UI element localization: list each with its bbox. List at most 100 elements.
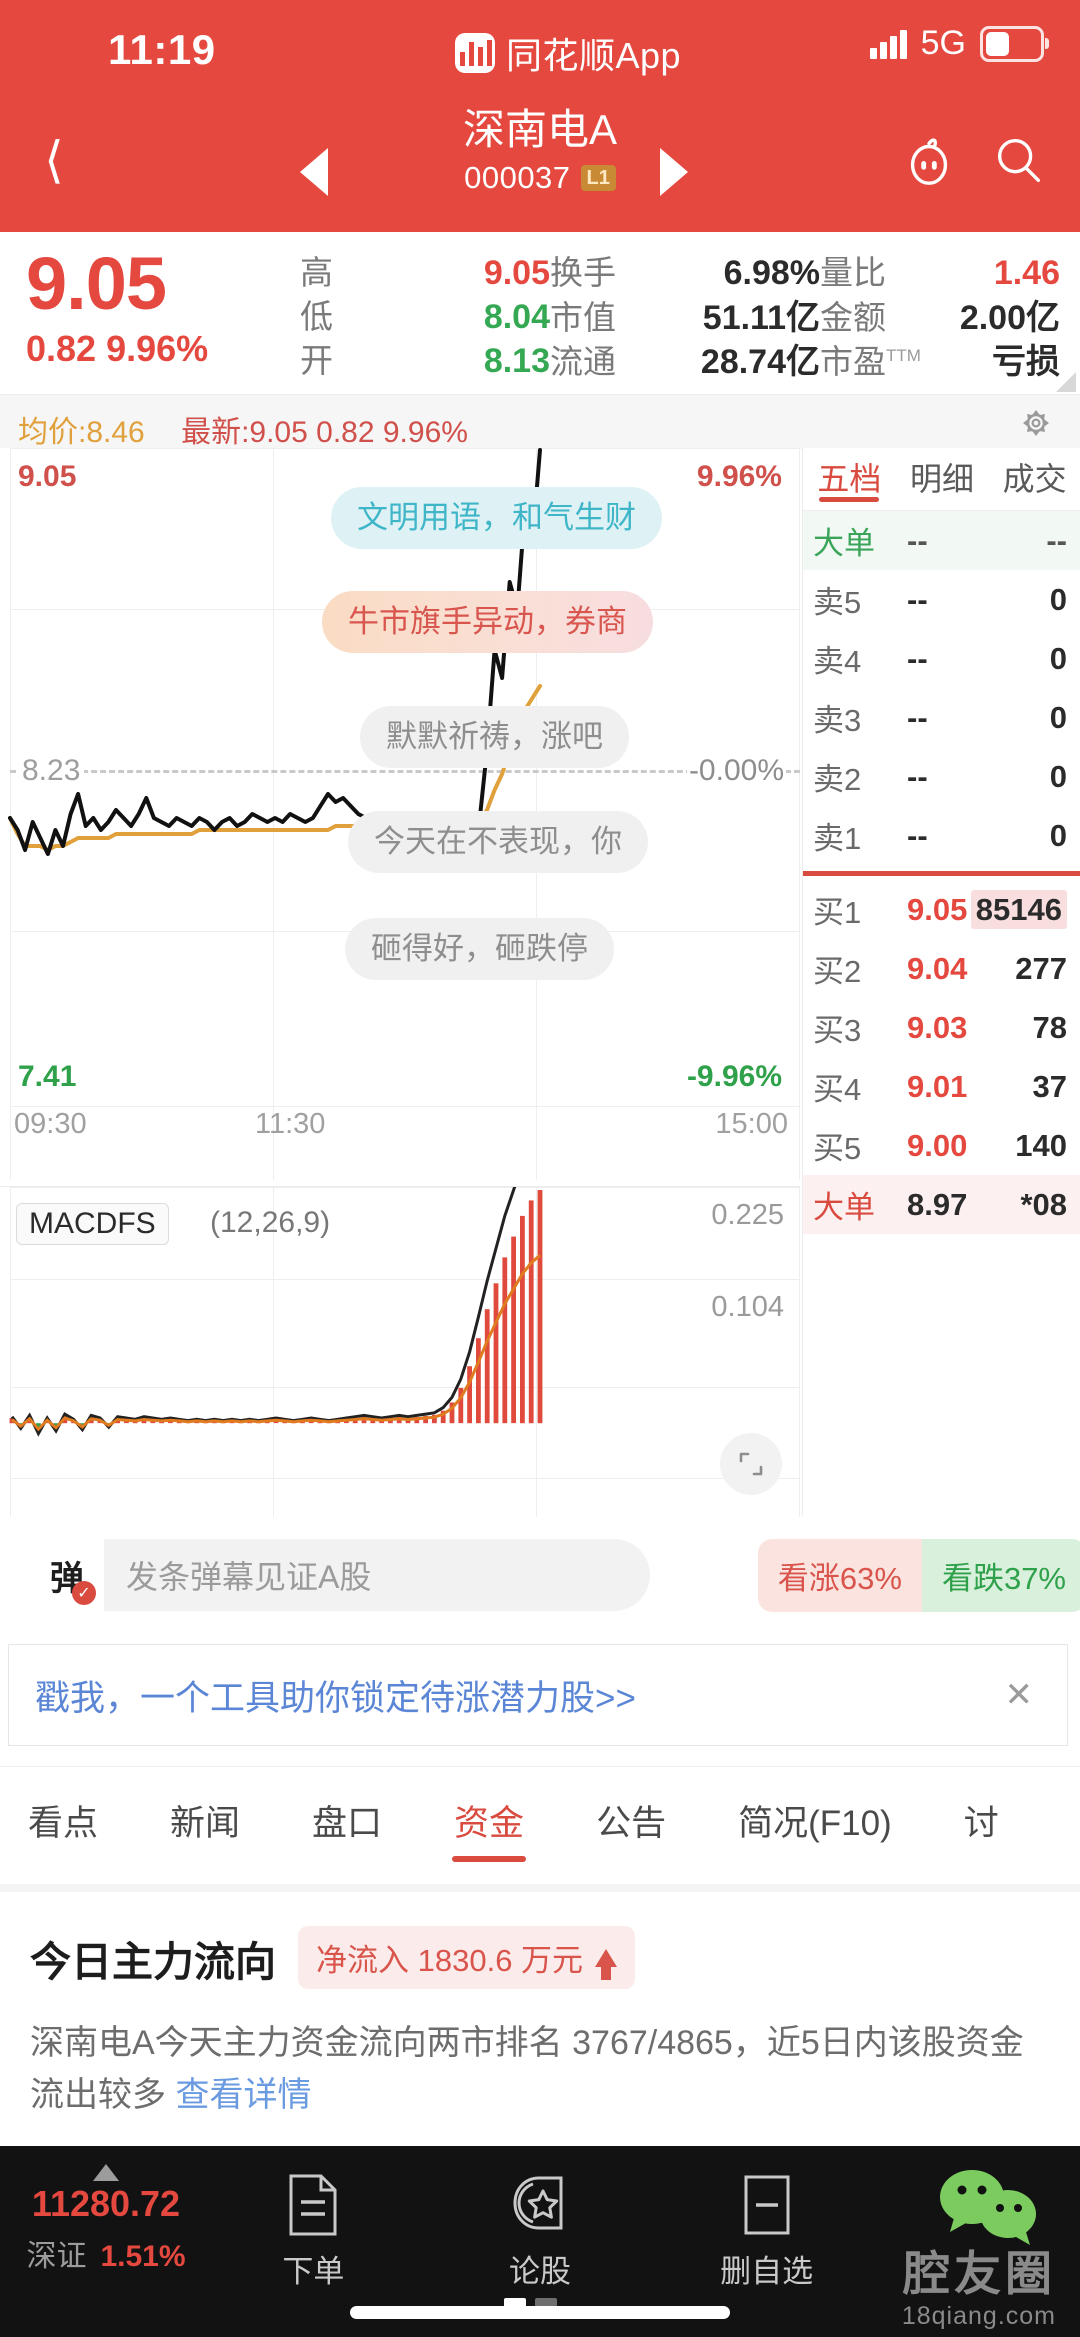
status-right-cluster: 5G bbox=[869, 24, 1049, 63]
ttm-superscript: TTM bbox=[886, 346, 921, 365]
tab-five-levels[interactable]: 五档 bbox=[803, 448, 896, 500]
chevron-left-icon[interactable]: ⟨ bbox=[44, 132, 64, 188]
tab-discussion[interactable]: 讨 bbox=[963, 1803, 999, 1843]
bearish-button[interactable]: 看跌37% bbox=[921, 1538, 1080, 1612]
buy-row[interactable]: 买5 9.00 140 bbox=[803, 1116, 1080, 1175]
danmu-bubble[interactable]: 今天在不表现，你 bbox=[348, 811, 648, 873]
chart-axis-mid-right: -0.00% bbox=[686, 754, 786, 788]
macd-chart[interactable]: MACDFS (12,26,9) 0.225 0.104 bbox=[0, 1186, 800, 1517]
sell-label: 卖3 bbox=[813, 703, 862, 738]
tab-profile-f10[interactable]: 简况(F10) bbox=[738, 1803, 892, 1843]
tab-highlights[interactable]: 看点 bbox=[28, 1803, 99, 1843]
quote-stat-row: 高 9.05 bbox=[300, 246, 550, 292]
wechat-icon[interactable] bbox=[934, 2164, 1044, 2250]
sell-label: 卖1 bbox=[813, 821, 862, 856]
bottom-action-discussion[interactable]: 论股 bbox=[427, 2166, 654, 2291]
macd-indicator-badge[interactable]: MACDFS bbox=[16, 1203, 169, 1245]
quote-stat-row: 市盈TTM 亏损 bbox=[820, 334, 1060, 381]
buy-volume: 140 bbox=[1015, 1127, 1067, 1163]
big-order-row-bottom[interactable]: 大单 8.97 *08 bbox=[803, 1175, 1080, 1234]
watermark: 腔友圈 18qiang.com bbox=[902, 2246, 1056, 2331]
robot-assistant-icon[interactable] bbox=[900, 132, 958, 190]
tab-detail[interactable]: 明细 bbox=[910, 461, 975, 497]
expand-icon[interactable] bbox=[720, 1433, 782, 1495]
nav-bar: ⟨ 深南电A 000037 L1 bbox=[0, 90, 1080, 232]
fund-flow-desc-text: 深南电A今天主力资金流向两市排名 3767/4865，近5日内该股资金流出较多 bbox=[30, 2024, 1024, 2114]
buy-price: 9.04 bbox=[907, 950, 968, 986]
macd-value-mid: 0.104 bbox=[711, 1291, 784, 1323]
order-book-panel: 五档 明细 成交 大单 -- -- 卖5 -- 0 卖4 -- 0 卖3 -- … bbox=[802, 448, 1080, 1516]
bottom-action-label: 下单 bbox=[282, 2254, 345, 2289]
promo-banner[interactable]: 戳我，一个工具助你锁定待涨潜力股>> ✕ bbox=[8, 1644, 1068, 1746]
sell-row[interactable]: 卖4 -- 0 bbox=[803, 629, 1080, 688]
chart-axis-top-right: 9.96% bbox=[696, 460, 782, 493]
quote-col-1: 高 9.05 低 8.04 开 8.13 bbox=[300, 246, 550, 380]
buy-row[interactable]: 买3 9.03 78 bbox=[803, 998, 1080, 1057]
promo-text[interactable]: 戳我，一个工具助你锁定待涨潜力股>> bbox=[35, 1678, 636, 1718]
close-icon[interactable]: ✕ bbox=[1004, 1676, 1034, 1714]
quote-stat-label: 流通 bbox=[550, 343, 616, 380]
quote-stat-value: 1.46 bbox=[993, 254, 1060, 292]
buy-row[interactable]: 买2 9.04 277 bbox=[803, 939, 1080, 998]
tab-funds[interactable]: 资金 bbox=[454, 1795, 524, 1858]
danmu-bubble[interactable]: 牛市旗手异动，券商 bbox=[322, 591, 653, 653]
sell-price: -- bbox=[907, 758, 928, 794]
fund-flow-section: 今日主力流向 净流入 1830.6 万元 深南电A今天主力资金流向两市排名 37… bbox=[0, 1884, 1080, 2154]
minus-box-icon bbox=[653, 2166, 880, 2244]
buy-row[interactable]: 买1 9.05 85146 bbox=[803, 880, 1080, 939]
tab-market-depth[interactable]: 盘口 bbox=[312, 1803, 383, 1843]
danmu-input[interactable]: 弹 ✓ 发条弹幕见证A股 bbox=[30, 1539, 650, 1611]
gear-icon[interactable] bbox=[1018, 405, 1054, 441]
signal-bars-icon bbox=[869, 29, 907, 59]
big-order-row-top[interactable]: 大单 -- -- bbox=[803, 511, 1080, 570]
buy-row[interactable]: 买4 9.01 37 bbox=[803, 1057, 1080, 1116]
sell-volume: 0 bbox=[1049, 581, 1067, 617]
content-tabs: 看点 新闻 盘口 资金 公告 简况(F10) 讨 bbox=[0, 1766, 1080, 1885]
intraday-chart[interactable]: 9.05 9.96% 8.23 -0.00% 7.41 -9.96% 09:30… bbox=[0, 448, 800, 1180]
chart-axis-top-left: 9.05 bbox=[18, 460, 77, 493]
chart-time-axis: 09:30 11:30 15:00 bbox=[0, 1108, 800, 1152]
index-change: 1.51% bbox=[100, 2240, 186, 2273]
index-summary[interactable]: 11280.72 深证 1.51% bbox=[16, 2164, 196, 2275]
sell-row[interactable]: 卖1 -- 0 bbox=[803, 806, 1080, 865]
danmu-bubble[interactable]: 默默祈祷，涨吧 bbox=[360, 706, 629, 768]
bullish-button[interactable]: 看涨63% bbox=[757, 1538, 922, 1612]
view-details-link[interactable]: 查看详情 bbox=[175, 2076, 312, 2114]
bottom-action-order[interactable]: 下单 bbox=[200, 2166, 427, 2291]
star-discussion-icon bbox=[427, 2166, 654, 2244]
candlestick-app-icon bbox=[455, 33, 495, 73]
tab-news[interactable]: 新闻 bbox=[170, 1803, 241, 1843]
buy-price: 9.03 bbox=[907, 1009, 968, 1045]
triangle-left-icon[interactable] bbox=[300, 148, 328, 196]
sell-row[interactable]: 卖3 -- 0 bbox=[803, 688, 1080, 747]
tab-announcements[interactable]: 公告 bbox=[596, 1803, 667, 1843]
sell-row[interactable]: 卖5 -- 0 bbox=[803, 570, 1080, 629]
quote-stat-label: 市值 bbox=[550, 299, 616, 336]
net-inflow-badge: 净流入 1830.6 万元 bbox=[298, 1926, 636, 1989]
sell-row[interactable]: 卖2 -- 0 bbox=[803, 747, 1080, 806]
resize-corner-icon[interactable] bbox=[1056, 372, 1076, 392]
home-indicator[interactable] bbox=[350, 2306, 730, 2319]
danmu-bubble[interactable]: 砸得好，砸跌停 bbox=[345, 918, 614, 980]
buy-label: 买3 bbox=[813, 1013, 862, 1048]
danmu-bubble[interactable]: 文明用语，和气生财 bbox=[331, 487, 662, 549]
buy-label: 买2 bbox=[813, 954, 862, 989]
search-icon[interactable] bbox=[990, 132, 1048, 190]
triangle-right-icon[interactable] bbox=[660, 148, 688, 196]
quote-stat-label: 换手 bbox=[550, 254, 616, 291]
buy-volume: 78 bbox=[1032, 1009, 1067, 1045]
tab-transactions[interactable]: 成交 bbox=[1002, 461, 1067, 497]
buy-volume: 37 bbox=[1032, 1068, 1067, 1104]
big-order-volume: -- bbox=[1046, 522, 1067, 558]
price-block: 9.05 0.82 9.96% bbox=[26, 242, 208, 370]
battery-icon bbox=[980, 25, 1049, 62]
big-order-volume: *08 bbox=[1020, 1186, 1067, 1222]
document-order-icon bbox=[200, 2166, 427, 2244]
fund-flow-title: 今日主力流向 bbox=[30, 1938, 276, 1985]
buy-label: 买4 bbox=[813, 1072, 862, 1107]
big-order-price: -- bbox=[907, 522, 928, 558]
bottom-action-remove[interactable]: 删自选 bbox=[653, 2166, 880, 2291]
status-app-name: 同花顺App bbox=[506, 35, 682, 76]
chart-axis-bottom-right: -9.96% bbox=[686, 1060, 782, 1093]
quote-stat-value: 28.74亿 bbox=[700, 343, 820, 381]
